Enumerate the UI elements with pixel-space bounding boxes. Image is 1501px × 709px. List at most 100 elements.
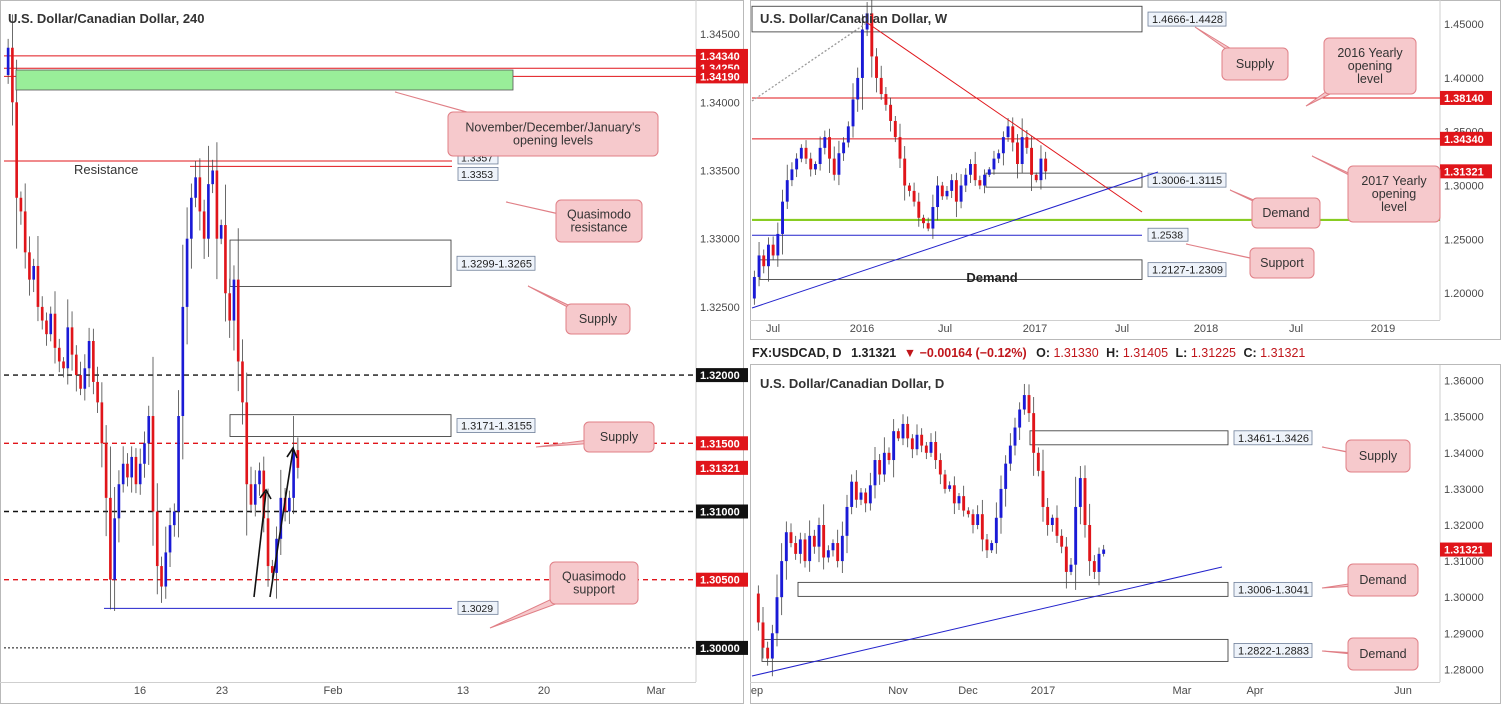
weekly-candle-body-49 xyxy=(983,174,987,186)
weekly-callout-box-3 xyxy=(1251,197,1321,229)
daily-candle-body-53 xyxy=(1004,463,1008,489)
h4-drawn-arrow-1 xyxy=(253,491,267,598)
h4-zone-label-box-1 xyxy=(456,418,536,433)
weekly-candle-body-30 xyxy=(893,120,897,138)
weekly-price-tag-2: 1.31321 xyxy=(1444,166,1484,178)
weekly-candle-body-4 xyxy=(771,244,775,256)
h4-candle-body-16 xyxy=(74,354,78,376)
daily-x-tick-4: Mar xyxy=(1173,685,1192,697)
daily-candle-body-48 xyxy=(980,514,984,540)
weekly-zone-label-box-1 xyxy=(1147,172,1227,188)
h4-candle-body-68 xyxy=(296,450,300,468)
daily-blue-trendline xyxy=(751,566,1223,677)
weekly-candle-body-33 xyxy=(907,185,911,191)
weekly-candle-body-57 xyxy=(1020,137,1024,164)
daily-y-tick-6: 1.30000 xyxy=(1444,592,1484,604)
weekly-candle-body-39 xyxy=(936,185,940,208)
h4-price-tag-2: 1.34190 xyxy=(700,71,740,83)
weekly-line-label-box-0 xyxy=(1147,227,1189,242)
h4-candle-body-2 xyxy=(15,102,18,198)
daily-y-tick-2: 1.34000 xyxy=(1444,448,1484,460)
daily-x-tick-3: 2017 xyxy=(1031,685,1055,697)
weekly-blue-trendline xyxy=(751,171,1159,309)
h4-candle-body-55 xyxy=(241,361,244,403)
header-open-value: 1.31330 xyxy=(1053,346,1098,360)
daily-candle-body-20 xyxy=(850,481,854,507)
callouts: November/December/January's opening level… xyxy=(394,26,1441,671)
h4-callout-box-0 xyxy=(447,111,659,157)
daily-zone-box-1 xyxy=(797,581,1229,597)
h4-callout-text-0: November/December/January's opening level… xyxy=(465,121,640,148)
weekly-callout-box-2 xyxy=(1347,165,1441,223)
h4-candle-body-37 xyxy=(164,552,168,587)
weekly-y-tick-0: 1.45000 xyxy=(1444,19,1484,31)
h4-price-tag-7: 1.30500 xyxy=(700,575,740,587)
daily-y-tick-5: 1.31000 xyxy=(1444,556,1484,568)
weekly-y-tick-5: 1.20000 xyxy=(1444,288,1484,300)
h4-y-tick-0: 1.34500 xyxy=(700,29,740,41)
h4-candle-body-12 xyxy=(57,347,61,362)
weekly-candle-body-36 xyxy=(922,217,925,224)
h4-callout-box-3 xyxy=(583,421,655,453)
daily-y-tick-3: 1.33000 xyxy=(1444,484,1484,496)
weekly-candle-body-58 xyxy=(1025,137,1029,148)
weekly-candle-body-18 xyxy=(837,153,841,175)
weekly-candle-body-27 xyxy=(879,77,883,95)
daily-callout-box-2 xyxy=(1347,637,1419,671)
h4-callout-box-4 xyxy=(549,561,639,605)
h4-candle-body-19 xyxy=(87,341,91,369)
h4-candle-body-66 xyxy=(288,497,291,512)
daily-candle-body-74 xyxy=(1102,549,1106,554)
h4-candle-body-50 xyxy=(219,225,223,239)
daily-candle-body-36 xyxy=(924,445,928,453)
h4-candle-body-26 xyxy=(117,484,121,519)
daily-candle-body-55 xyxy=(1013,427,1017,446)
weekly-callout-box-4 xyxy=(1249,247,1315,279)
weekly-candle-body-55 xyxy=(1011,126,1015,143)
daily-zone-label-2: 1.2822-1.2883 xyxy=(1238,645,1309,657)
weekly-candle-body-56 xyxy=(1016,142,1019,164)
daily-candle-body-64 xyxy=(1055,517,1059,536)
weekly-candle-body-62 xyxy=(1044,158,1048,172)
h4-y-tick-2: 1.33500 xyxy=(700,166,740,178)
header-close-label: C: xyxy=(1243,346,1256,360)
weekly-candle-body-14 xyxy=(818,147,822,164)
h4-x-tick-5: Mar xyxy=(647,685,666,697)
weekly-zone-label-box-2 xyxy=(1147,262,1227,278)
daily-callout-text-1: Demand xyxy=(1359,573,1406,587)
h4-candle-body-67 xyxy=(292,450,295,498)
daily-candle-body-62 xyxy=(1046,506,1050,525)
weekly-red-trendline xyxy=(865,21,1143,213)
weekly-callout-text-4: Support xyxy=(1260,256,1304,270)
daily-candle-body-37 xyxy=(929,441,933,453)
h4-callout-box-2 xyxy=(565,303,631,335)
weekly-y-tick-4: 1.25000 xyxy=(1444,234,1484,246)
daily-candle-body-40 xyxy=(943,474,947,489)
weekly-demand-label: Demand xyxy=(966,270,1017,285)
daily-candle-body-73 xyxy=(1097,553,1101,572)
weekly-candle-body-15 xyxy=(823,137,827,148)
h4-price-tag-6: 1.31000 xyxy=(700,507,740,519)
h4-price-tag-box-3 xyxy=(696,368,748,383)
daily-candle-body-34 xyxy=(915,434,919,450)
weekly-candle-body-38 xyxy=(931,207,935,229)
h4-price-tag-box-5 xyxy=(696,460,748,475)
header-open-label: O: xyxy=(1036,346,1050,360)
h4-price-tag-box-4 xyxy=(696,436,748,451)
weekly-price-tag-box-0 xyxy=(1440,90,1492,105)
h4-candle-body-38 xyxy=(168,525,172,553)
daily-candle-body-1 xyxy=(761,622,765,648)
weekly-candle-body-35 xyxy=(917,201,921,218)
daily-price-tag-box-0 xyxy=(1440,542,1492,557)
weekly-candle-body-61 xyxy=(1039,158,1043,181)
weekly-candle-body-25 xyxy=(870,13,874,57)
weekly-candle-body-53 xyxy=(1001,137,1005,154)
daily-candle-body-6 xyxy=(784,532,788,562)
h4-price-tag-0: 1.34340 xyxy=(700,51,740,63)
daily-candle-body-24 xyxy=(868,485,872,504)
weekly-candle-body-60 xyxy=(1034,174,1038,181)
daily-candle-body-49 xyxy=(985,539,989,551)
weekly-candle-body-59 xyxy=(1030,147,1034,175)
weekly-candle-body-44 xyxy=(959,185,963,202)
h4-chart-title: U.S. Dollar/Canadian Dollar, 240 xyxy=(8,11,205,26)
